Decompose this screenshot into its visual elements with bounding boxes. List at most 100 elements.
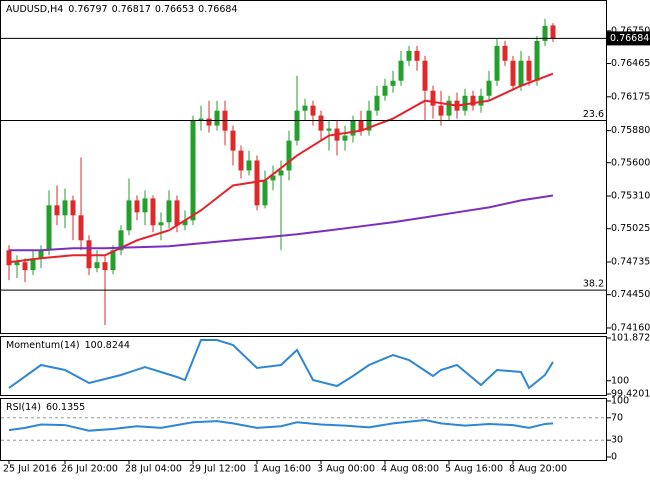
candle-body [430,90,436,106]
candle-body [70,200,76,216]
candle-body [438,105,444,116]
momentum-header: Momentum(14) 100.8244 [6,340,130,351]
y-tick-label: 0.75025 [611,223,650,234]
momentum-panel-frame [0,336,607,396]
header-high: 0.76817 [112,4,151,15]
candle-body [422,60,428,91]
candle-body [142,198,148,213]
candle-body [6,250,12,266]
y-tick-label: 70 [611,412,623,423]
y-tick-label: 0.76175 [611,91,650,102]
candle-body [182,220,188,226]
candle-body [526,60,532,81]
y-tick-label: 0.76750 [611,25,650,36]
candle-body [342,135,348,141]
current-price-box [607,31,650,46]
x-tick-label: 26 Jul 20:00 [61,464,118,475]
symbol: AUDUSD,H4 [6,4,63,15]
momentum-title: Momentum(14) [6,340,80,351]
candle-body [110,250,116,271]
rsi-last: 60.1355 [46,402,85,413]
candle-body [54,205,60,216]
candle-body [238,150,244,171]
y-tick-label: 100 [611,375,629,386]
candle-body [22,262,28,271]
y-tick-label: 0.74735 [611,256,650,267]
indicator-line [8,419,554,432]
candle-body [150,198,156,226]
marks: 0.76750 0.76465 0.76175 0.75880 0.75600 0.753… [1,18,650,475]
moving-average [9,194,554,252]
x-tick-label: 5 Aug 16:00 [445,464,503,475]
candle-body [134,200,140,213]
main-header: AUDUSD,H4 0.76797 0.76817 0.76653 0.76684 [6,4,237,15]
candle-body [94,262,100,269]
header-open: 0.76797 [68,4,107,15]
candle-body [166,200,172,223]
fibonacci-label: 23.6 [583,109,604,120]
candle-body [374,95,380,111]
y-tick-label: 0.74450 [611,289,650,300]
candle-body [254,160,260,206]
candle-body [230,130,236,151]
y-tick-label: 0.75310 [611,191,650,202]
candle-body [126,200,132,231]
current-price-label: 0.76684 [610,33,649,44]
candle-body [406,50,412,61]
candle-body [542,25,548,41]
candle-body [158,222,164,226]
x-tick-label: 8 Aug 20:00 [509,464,567,475]
rsi-panel-frame [0,398,607,461]
momentum-last: 100.8244 [85,340,130,351]
candle-body [278,170,284,176]
y-tick-label: 0.76465 [611,58,650,69]
main-panel-frame [0,0,607,334]
x-tick-label: 25 Jul 2016 [3,464,57,475]
candle-body [46,205,52,251]
candle-body [486,80,492,96]
candle-body [318,115,324,131]
candle-body [326,128,332,131]
y-tick-label: 0 [611,452,617,463]
rsi-header: RSI(14) 60.1355 [6,402,85,413]
candle-body [518,60,524,86]
candle-body [414,50,420,61]
y-tick-label: 99.4201 [611,389,650,400]
candle-body [246,160,252,171]
candle-body [502,45,508,61]
candle-body [294,110,300,141]
y-tick-label: 0.75880 [611,125,650,136]
indicator-line [8,339,554,390]
y-tick-label: 100 [611,396,629,407]
fibonacci-label: 38.2 [583,279,604,290]
rsi-title: RSI(14) [6,402,41,413]
candle-body [390,80,396,86]
candle-body [190,120,196,221]
candle-body [462,95,468,111]
moving-average [8,72,554,264]
candle-body [30,258,36,271]
candle-body [550,25,556,39]
candle-body [102,262,108,271]
candle-body [286,140,292,171]
candle-body [534,40,540,81]
candle-body [446,100,452,116]
x-tick-label: 1 Aug 16:00 [253,464,311,475]
candle-body [478,95,484,106]
candle-body [470,95,476,106]
candle-body [494,45,500,81]
candle-body [358,120,364,131]
candle-body [174,200,180,226]
candle-body [206,118,212,126]
y-tick-label: 0.74160 [611,322,650,333]
candle-body [270,175,276,181]
candle-body [118,230,124,251]
candle-body [14,262,20,266]
x-tick-label: 29 Jul 12:00 [189,464,246,475]
y-tick-label: 0.75600 [611,157,650,168]
x-tick-label: 4 Aug 08:00 [381,464,439,475]
header-low: 0.76653 [155,4,194,15]
candle-body [78,215,84,241]
